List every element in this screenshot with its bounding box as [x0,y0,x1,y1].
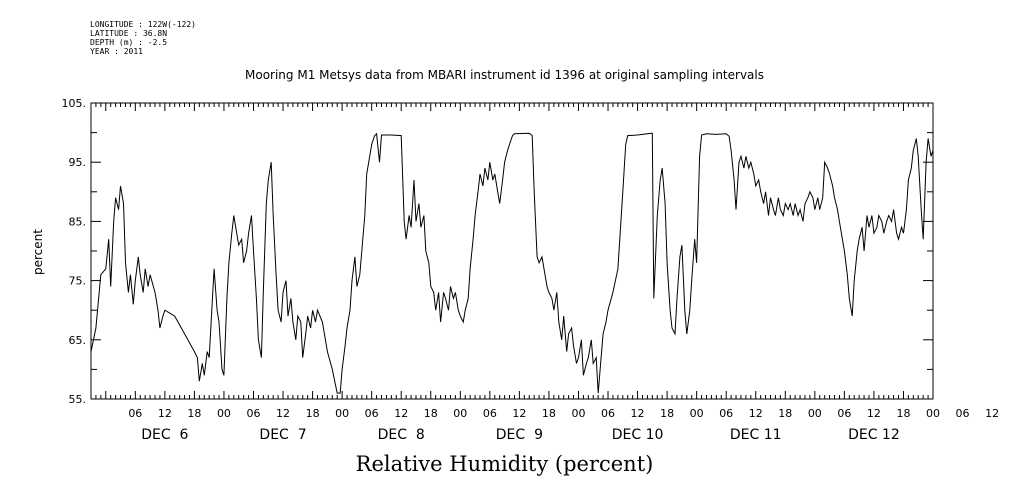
x-hour-label: 06 [246,407,260,420]
x-hour-label: 12 [276,407,290,420]
x-hour-label: 00 [453,407,467,420]
y-tick-label: 75. [69,275,87,288]
latitude-label: LATITUDE : 36.8N [90,29,168,38]
chart-title: Mooring M1 Metsys data from MBARI instru… [245,68,764,82]
x-hour-label: 18 [542,407,556,420]
x-hour-label: 06 [365,407,379,420]
x-hour-label: 12 [749,407,763,420]
x-hour-label: 18 [896,407,910,420]
x-hour-label: 06 [956,407,970,420]
x-day-label: DEC 9 [496,427,543,443]
longitude-label: LONGITUDE : 122W(-122) [90,20,196,29]
x-day-label: DEC 12 [848,427,900,443]
x-hour-label: 12 [158,407,172,420]
y-tick-label: 55. [69,393,87,406]
x-hour-label: 06 [601,407,615,420]
x-hour-label: 12 [631,407,645,420]
mooring-metadata: LONGITUDE : 122W(-122) LATITUDE : 36.8N … [90,20,196,56]
plot-frame [90,102,934,400]
x-hour-label: 18 [424,407,438,420]
x-hour-label: 18 [187,407,201,420]
x-hour-label: 06 [483,407,497,420]
depth-label: DEPTH (m) : -2.5 [90,38,168,47]
x-axis: 06 12 18 00 06 12 18 00 06 12 18 00 06 12 18 00 06 12 18 00… [90,103,999,443]
y-tick-label: 105. [62,97,87,110]
x-hour-label: 12 [867,407,881,420]
x-hour-label: 18 [660,407,674,420]
y-tick-label: 95. [69,156,87,169]
x-hour-label: 18 [306,407,320,420]
x-hour-label: 12 [512,407,526,420]
x-day-label: DEC 10 [612,427,664,443]
x-hour-label: 06 [719,407,733,420]
x-hour-label: 12 [394,407,408,420]
x-hour-label: 00 [335,407,349,420]
x-hour-label: 06 [837,407,851,420]
x-hour-label: 12 [985,407,999,420]
x-hour-label: 06 [128,407,142,420]
x-hour-label: 00 [571,407,585,420]
humidity-series-line [90,132,934,394]
x-day-label: DEC 8 [378,427,425,443]
x-hour-label: 00 [217,407,231,420]
y-axis: 55. 65. 75. 85. 95. 105. [62,97,933,406]
y-tick-label: 65. [69,334,87,347]
x-day-label: DEC 6 [141,427,188,443]
y-tick-label: 85. [69,215,87,228]
x-day-label: DEC 11 [730,427,782,443]
x-hour-label: 00 [926,407,940,420]
x-hour-label: 00 [690,407,704,420]
year-label: YEAR : 2011 [90,47,143,56]
x-axis-title: Relative Humidity (percent) [355,452,654,476]
x-day-label: DEC 7 [259,427,306,443]
y-axis-label: percent [31,229,45,275]
x-hour-label: 00 [808,407,822,420]
x-hour-label: 18 [778,407,792,420]
